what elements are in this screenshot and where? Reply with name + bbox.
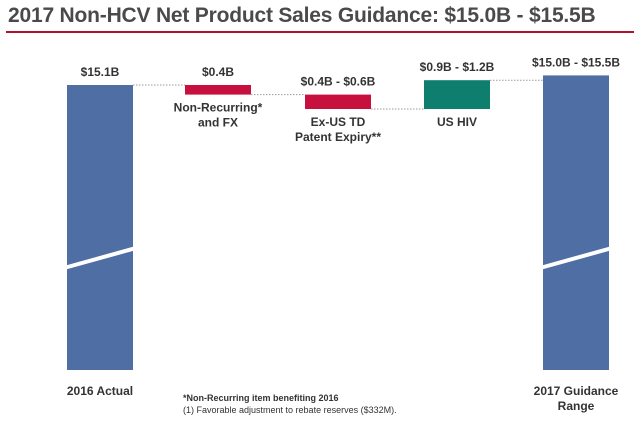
bar-value-label: $0.4B - $0.6B (301, 75, 376, 89)
bar-2 (305, 94, 371, 109)
footnote-rebate-adjustment: (1) Favorable adjustment to rebate reser… (183, 405, 397, 415)
bar-value-label: $0.9B - $1.2B (420, 60, 495, 74)
bar-4 (543, 75, 609, 371)
category-label: Patent Expiry** (295, 130, 381, 144)
bar-value-label: $15.1B (81, 65, 120, 79)
axis-break-mark (63, 246, 137, 270)
category-label: 2017 Guidance (534, 384, 619, 398)
category-label: Ex-US TD (311, 115, 366, 129)
category-label: and FX (198, 116, 238, 130)
footnote-non-recurring: *Non-Recurring item benefiting 2016 (183, 393, 339, 403)
axis-break-mark (539, 246, 613, 270)
category-label: Non-Recurring* (174, 101, 263, 115)
chart-title: 2017 Non-HCV Net Product Sales Guidance:… (8, 4, 596, 27)
bar-value-label: $0.4B (202, 65, 234, 79)
bar-1 (185, 85, 251, 95)
bar-3 (424, 80, 490, 109)
category-label: 2016 Actual (67, 384, 133, 398)
bar-0 (67, 85, 133, 370)
category-label: US HIV (437, 115, 477, 129)
bar-value-label: $15.0B - $15.5B (532, 55, 620, 69)
title-underline (6, 31, 634, 33)
category-label: Range (558, 399, 595, 413)
